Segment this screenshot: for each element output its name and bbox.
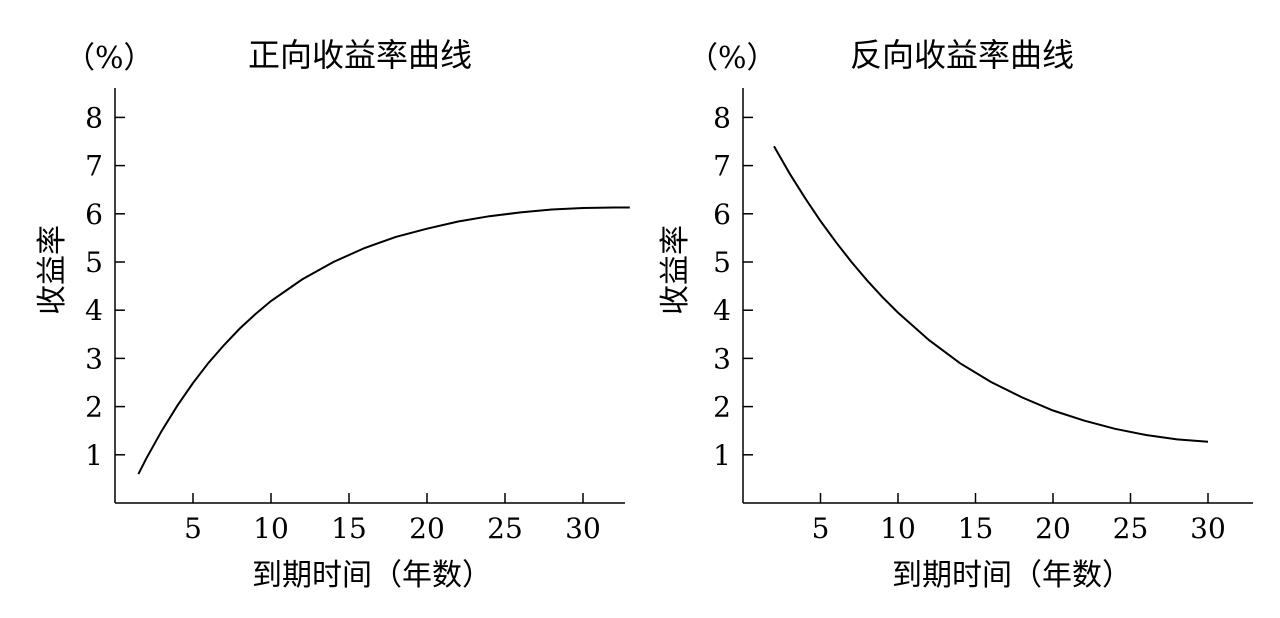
y-tick-label: 1 [85,439,103,472]
x-tick-label: 30 [565,512,601,545]
y-tick-label: 2 [85,391,103,424]
y-unit-label: （%） [688,41,777,76]
chart-inverted-yield-curve: （%） 反向收益率曲线 收益率 到期时间（年数） 1 2 3 4 5 6 7 8 5 10 15 20… [658,36,1253,593]
x-tick-label: 25 [487,512,523,545]
y-tick-label: 5 [713,246,731,279]
x-axis-label: 到期时间（年数） [892,558,1132,593]
y-tick-label: 4 [85,294,103,327]
tick-group: 1 2 3 4 5 6 7 8 5 10 15 20 25 30 [85,101,601,545]
x-tick-label: 30 [1190,512,1226,545]
chart-positive-yield-curve: （%） 正向收益率曲线 收益率 到期时间（年数） 1 2 3 4 5 6 7 8 5 10 15 20… [35,36,630,593]
y-axis-label: 收益率 [35,225,70,315]
y-tick-label: 7 [713,150,731,183]
y-tick-label: 7 [85,150,103,183]
y-tick-label: 3 [85,342,103,375]
y-tick-label: 1 [713,439,731,472]
x-tick-label: 20 [409,512,445,545]
yield-curve-line [773,145,1209,443]
y-unit-label: （%） [65,41,154,76]
y-tick-label: 5 [85,246,103,279]
x-tick-label: 25 [1113,512,1149,545]
x-axis-label: 到期时间（年数） [252,558,492,593]
x-tick-label: 20 [1035,512,1071,545]
y-tick-label: 8 [713,101,731,134]
y-tick-label: 2 [713,391,731,424]
x-tick-label: 15 [958,512,994,545]
y-axis-label: 收益率 [658,225,693,315]
chart-title: 反向收益率曲线 [850,36,1074,74]
y-tick-label: 4 [713,294,731,327]
x-tick-label: 5 [812,512,830,545]
x-tick-label: 10 [253,512,289,545]
y-tick-label: 3 [713,342,731,375]
y-tick-label: 6 [85,198,103,231]
x-tick-label: 5 [184,512,202,545]
x-tick-label: 10 [880,512,916,545]
y-tick-label: 6 [713,198,731,231]
y-tick-label: 8 [85,101,103,134]
chart-title: 正向收益率曲线 [248,36,472,74]
tick-group: 1 2 3 4 5 6 7 8 5 10 15 20 25 30 [713,101,1226,545]
yield-curve-line [137,206,630,475]
x-tick-label: 15 [331,512,367,545]
